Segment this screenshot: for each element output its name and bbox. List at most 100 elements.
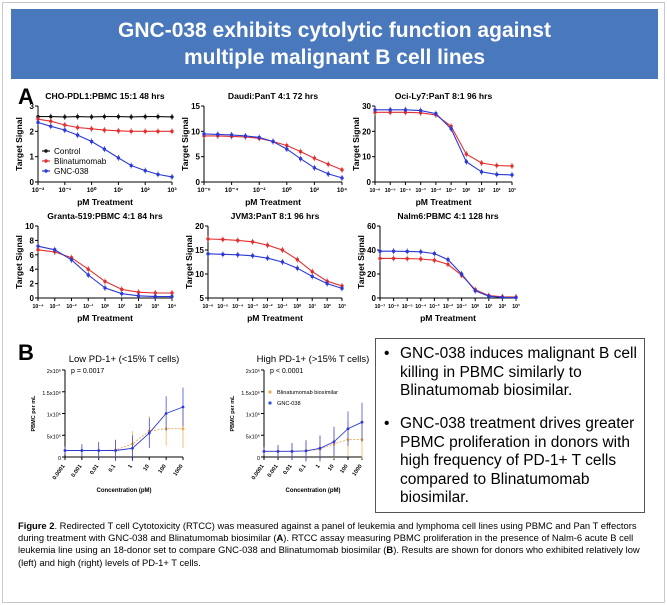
data-point [312, 156, 317, 160]
data-point [75, 114, 80, 119]
data-point [181, 405, 185, 409]
x-tick-label: 10⁻³ [50, 304, 61, 310]
data-point [136, 294, 141, 298]
data-point [216, 132, 220, 137]
data-point [312, 166, 317, 170]
x-tick-label: 10⁻⁶ [203, 304, 215, 310]
y-tick-label: 5x10⁵ [47, 433, 61, 440]
y-tick-label: 10 [362, 153, 371, 162]
chart-title: Granta-519:PBMC 4:1 84 hrs [47, 211, 163, 221]
data-point [170, 175, 174, 179]
x-tick-label: 10⁻¹ [277, 304, 288, 310]
x-tick-label: 0.001 [71, 464, 84, 479]
x-tick-label: 10² [310, 187, 319, 194]
p-value-annotation: p < 0.0001 [270, 368, 303, 375]
x-tick-label: 10⁻⁷ [375, 304, 386, 310]
data-point [86, 273, 90, 277]
data-point [495, 163, 499, 168]
y-tick-label: 5 [196, 153, 201, 162]
y-tick-label: 8 [30, 236, 35, 245]
y-tick-label: 0 [372, 294, 377, 303]
data-point [446, 257, 450, 262]
data-point [271, 139, 275, 144]
legend-marker [44, 149, 48, 153]
data-point [116, 114, 121, 119]
x-tick-label: 10⁻⁵ [402, 304, 414, 310]
x-tick-label: 10⁻³ [248, 304, 259, 310]
data-point [153, 294, 157, 299]
x-tick-label: 10³ [512, 304, 520, 310]
y-tick-label: 15 [191, 102, 200, 111]
data-point [403, 108, 408, 112]
key-findings-box: • GNC-038 induces malignant B cell killi… [375, 338, 645, 513]
x-tick-label: 10³ [508, 188, 516, 194]
data-point [479, 170, 484, 174]
x-tick-label: 10³ [167, 187, 176, 194]
caption-figure-label: Figure 2 [18, 520, 55, 531]
x-tick-label: 10² [141, 187, 150, 194]
y-tick-label: 15 [195, 246, 204, 255]
data-point [63, 123, 67, 127]
data-point [53, 248, 57, 252]
x-tick-label: 100 [158, 464, 168, 475]
x-tick-label: 10⁻³ [429, 304, 440, 310]
y-axis-label: Target Signal [351, 117, 361, 171]
data-point [147, 431, 151, 435]
x-tick-label: 10³ [152, 304, 160, 310]
data-point [340, 168, 344, 172]
data-point [181, 427, 185, 431]
data-point [170, 129, 174, 134]
data-point [49, 119, 53, 123]
data-point [114, 449, 117, 452]
data-point [405, 256, 409, 261]
chart-title: Low PD-1+ (<15% T cells) [69, 354, 180, 365]
data-point [419, 250, 423, 254]
data-point [265, 256, 270, 260]
x-tick-label: 10¹ [308, 304, 316, 310]
data-point [514, 295, 518, 300]
x-tick-label: 0.0001 [251, 464, 266, 481]
data-point [378, 249, 382, 253]
data-point [63, 128, 67, 132]
data-point [102, 128, 107, 132]
data-point [265, 243, 270, 247]
x-tick-label: 10⁻⁴ [225, 187, 239, 194]
data-point [373, 108, 377, 112]
x-axis-label: pM Treatment [77, 313, 133, 323]
y-tick-label: 10 [195, 270, 204, 279]
caption-text-1: . Redirected T cell Cytotoxicity (RTCC) … [18, 520, 637, 544]
legend-marker [268, 401, 272, 405]
y-tick-label: 2x10⁶ [47, 368, 61, 375]
x-tick-label: 10 [142, 464, 150, 473]
x-tick-label: 10⁻⁶ [388, 304, 400, 310]
legend-marker [44, 169, 48, 173]
y-tick-label: 60 [367, 222, 376, 231]
x-tick-label: 10⁻⁴ [32, 304, 44, 310]
data-point [129, 129, 133, 134]
x-tick-label: 10⁰ [293, 304, 301, 310]
data-point [495, 172, 499, 177]
x-axis-label: Concentration (pM) [286, 488, 341, 494]
data-point [257, 135, 261, 140]
series-line-blinatumomab [375, 111, 513, 167]
x-tick-label: 10⁰ [471, 304, 479, 310]
y-tick-label: 1.5x10⁶ [241, 390, 260, 397]
data-point [49, 114, 53, 119]
x-tick-label: 10 [327, 464, 335, 473]
chart-a5: JVM3:PanT 8:1 96 hrs 5 10 15 20 10⁻⁶ 10⁻⁵ 10⁻⁴ 1… [184, 211, 346, 323]
x-tick-label: 10⁻⁵ [217, 304, 229, 310]
data-point [290, 449, 294, 453]
chart-b2: High PD-1+ (>15% T cells) p < 0.0001 0 5x10… [230, 354, 369, 494]
data-point [131, 446, 134, 450]
figure-caption: Figure 2. Redirected T cell Cytotoxicity… [18, 520, 654, 569]
data-point [295, 266, 300, 270]
panel-b-label: B [18, 340, 34, 365]
data-point [510, 173, 514, 177]
y-axis-label: Target Signal [184, 235, 194, 289]
data-point [434, 111, 438, 116]
data-point [156, 172, 160, 177]
x-tick-label: 1000 [352, 464, 364, 478]
y-tick-label: 1.5x10⁶ [42, 390, 61, 397]
finding-2-text: GNC-038 treatment drives greater PBMC pr… [400, 415, 635, 506]
